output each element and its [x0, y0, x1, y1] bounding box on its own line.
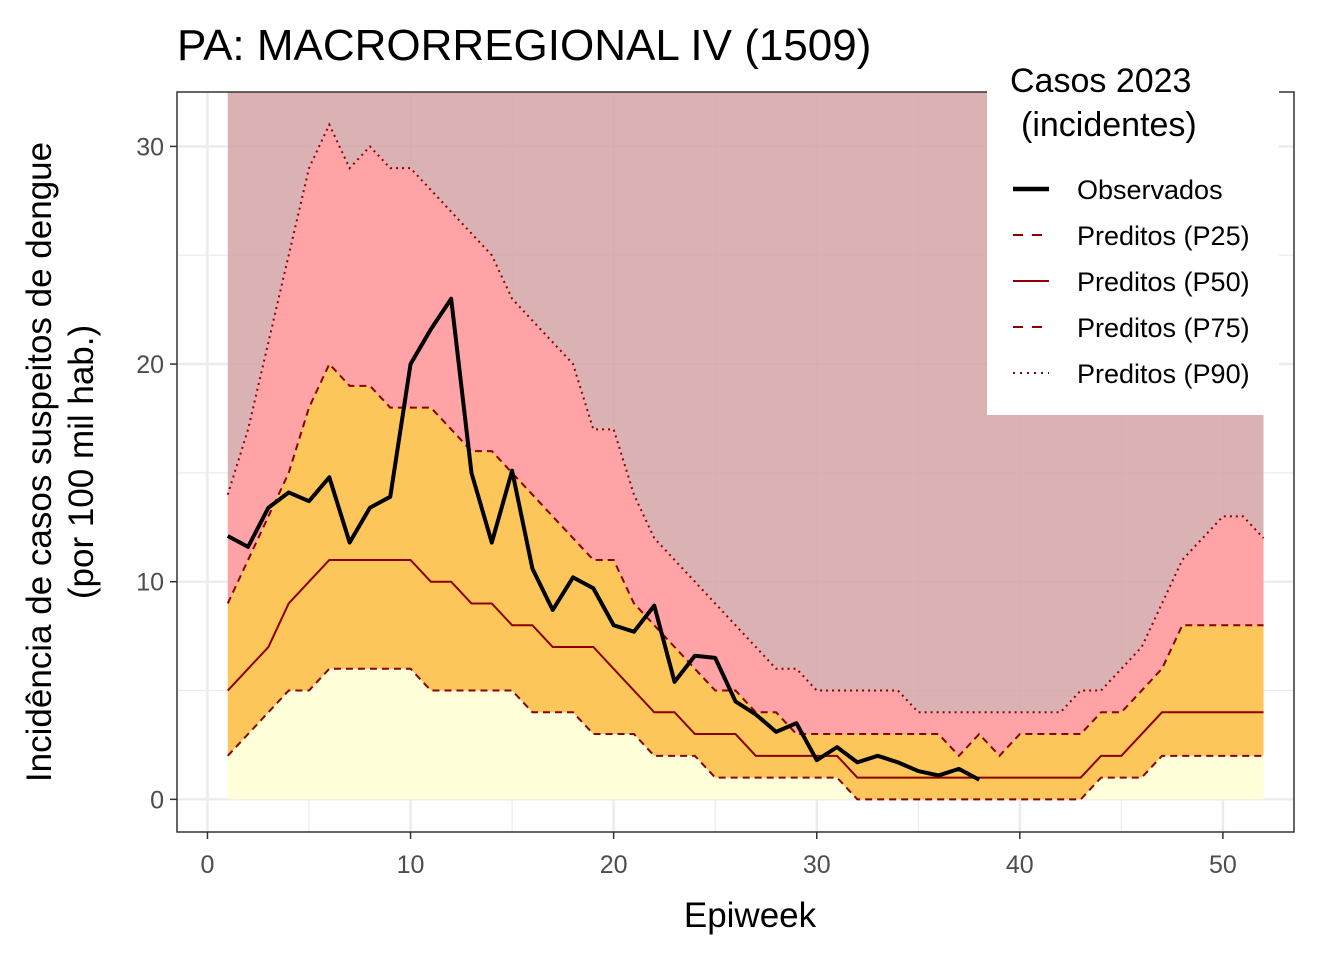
x-tick-label: 50 — [1209, 851, 1237, 879]
legend-entries: Observados Preditos (P25) Preditos (P50) Pr… — [1013, 175, 1250, 389]
y-axis-title-line1: Incidência de casos suspeitos de dengue — [20, 142, 59, 782]
plot-border — [176, 91, 1295, 833]
y-axis-title-line2: (por 100 mil hab.) — [62, 325, 101, 599]
x-tick-label: 40 — [1006, 851, 1034, 879]
x-tick-label: 20 — [600, 851, 628, 879]
legend-title-line2: (incidentes) — [1021, 106, 1197, 144]
x-axis-title: Epiweek — [684, 896, 817, 935]
x-tick-label: 30 — [803, 851, 831, 879]
x-tick-label: 10 — [397, 851, 425, 879]
legend-label: Preditos (P90) — [1077, 359, 1250, 389]
legend-label: Preditos (P25) — [1077, 221, 1250, 251]
y-tick-label: 20 — [136, 351, 164, 379]
legend-title-line1: Casos 2023 — [1010, 62, 1191, 100]
x-tick-label: 0 — [201, 851, 215, 879]
legend-label: Preditos (P75) — [1077, 313, 1250, 343]
y-tick-label: 10 — [136, 569, 164, 597]
y-axis: 0 10 20 30 — [136, 133, 177, 814]
chart-title: PA: MACRORREGIONAL IV (1509) — [177, 21, 871, 70]
x-axis: 0 10 20 30 40 50 — [201, 832, 1237, 879]
series-line-p25 — [227, 667, 1264, 801]
series-lines — [226, 122, 1265, 801]
legend: Casos 2023 (incidentes) Observados Predit… — [987, 62, 1279, 415]
y-tick-label: 30 — [136, 133, 164, 161]
series-line-p75 — [226, 362, 1264, 758]
band-below-p25 — [227, 668, 1264, 800]
legend-label: Observados — [1077, 175, 1223, 205]
series-line-p50 — [227, 558, 1264, 779]
y-tick-label: 0 — [150, 786, 164, 814]
series-line-observed — [226, 296, 981, 782]
series-line-p90 — [226, 122, 1265, 714]
band-p75-p90 — [227, 124, 1264, 756]
legend-label: Preditos (P50) — [1077, 267, 1250, 297]
legend-background — [987, 82, 1279, 415]
